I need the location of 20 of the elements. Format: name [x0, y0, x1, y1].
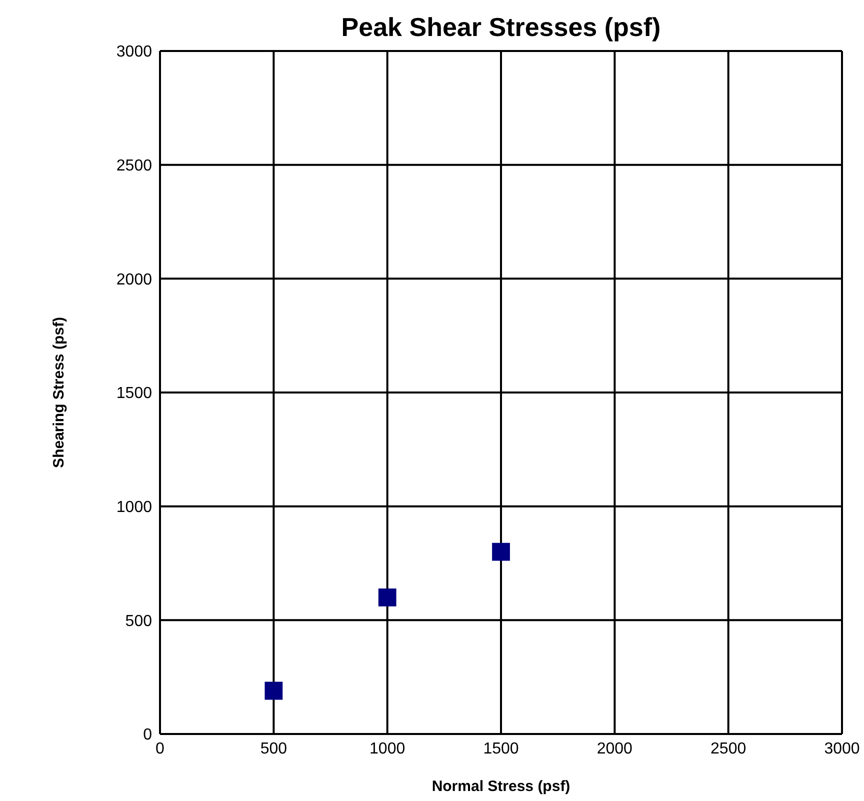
x-axis-title: Normal Stress (psf)	[432, 778, 570, 795]
y-tick-label: 0	[143, 726, 152, 744]
y-axis-title: Shearing Stress (psf)	[50, 317, 68, 468]
y-tick-label: 3000	[116, 44, 152, 61]
y-tick-label: 2000	[116, 271, 152, 288]
x-tick-label: 1500	[483, 740, 519, 758]
y-tick-label: 1000	[116, 499, 152, 516]
point	[264, 682, 283, 700]
x-tick-label: 0	[156, 740, 165, 758]
point	[492, 542, 510, 561]
y-tick-label: 1500	[116, 385, 152, 402]
x-tick-label: 1000	[370, 740, 406, 758]
point	[378, 588, 396, 606]
x-tick-label: 2500	[710, 740, 746, 758]
chart-title: Peak Shear Stresses (psf)	[340, 12, 662, 43]
y-tick-label: 500	[125, 612, 152, 630]
y-tick-label: 2500	[116, 158, 152, 175]
x-tick-label: 3000	[824, 740, 860, 758]
x-tick-label: 2000	[596, 740, 633, 758]
x-tick-label: 500	[260, 740, 288, 758]
